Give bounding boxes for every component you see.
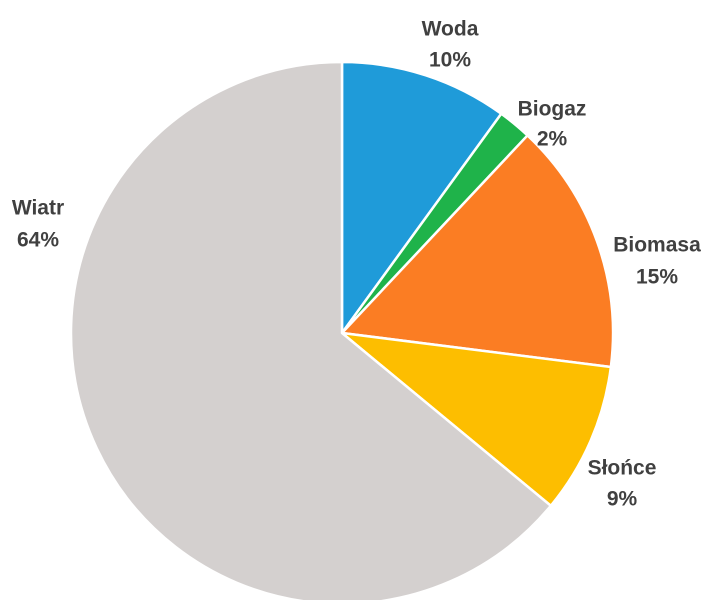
pie-slice-s-o-ce [340,331,613,507]
slice-label-woda: Woda [422,18,479,41]
slice-value-s-o-ce: 9% [607,488,638,511]
slice-value-woda: 10% [429,49,471,72]
slice-value-wiatr: 64% [17,229,59,252]
slice-label-biogaz: Biogaz [518,98,587,121]
labels-layer: Woda 10% Biogaz 2% Biomasa 15% Słońce 9% Wiatr 64… [12,18,701,511]
pie-slice-wiatr [69,60,553,600]
pie-slice-biomasa [340,134,615,369]
slice-value-biogaz: 2% [537,128,568,151]
slice-label-s-o-ce: Słońce [588,457,657,480]
slice-value-biomasa: 15% [636,266,678,289]
slice-label-wiatr: Wiatr [12,197,64,220]
slices-layer [69,60,615,600]
pie-slice-woda [340,60,503,335]
slice-label-biomasa: Biomasa [613,234,701,257]
